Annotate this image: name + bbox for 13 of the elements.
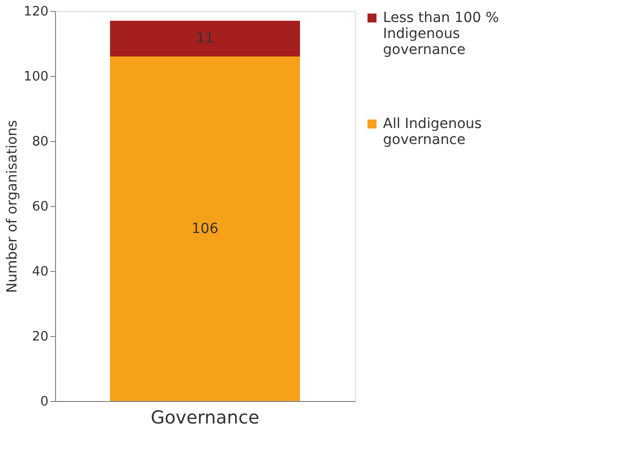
y-tick-label: 80 [32, 134, 48, 150]
x-tick-label: Governance [150, 408, 260, 428]
y-tick-label: 40 [32, 264, 48, 280]
data-label: 11 [196, 30, 214, 47]
y-tick-label: 20 [32, 330, 48, 344]
y-tick-label: 120 [24, 4, 48, 20]
y-tick-label: 0 [40, 394, 48, 410]
data-label: 106 [192, 220, 218, 237]
y-tick-label: 60 [32, 200, 48, 214]
y-tick-label: 100 [24, 70, 48, 84]
y-axis-title: Number of organisations [4, 120, 21, 293]
legend-label: Less than 100 % Indigenous governance [383, 10, 499, 58]
legend-label: All Indigenous governance [383, 116, 482, 148]
